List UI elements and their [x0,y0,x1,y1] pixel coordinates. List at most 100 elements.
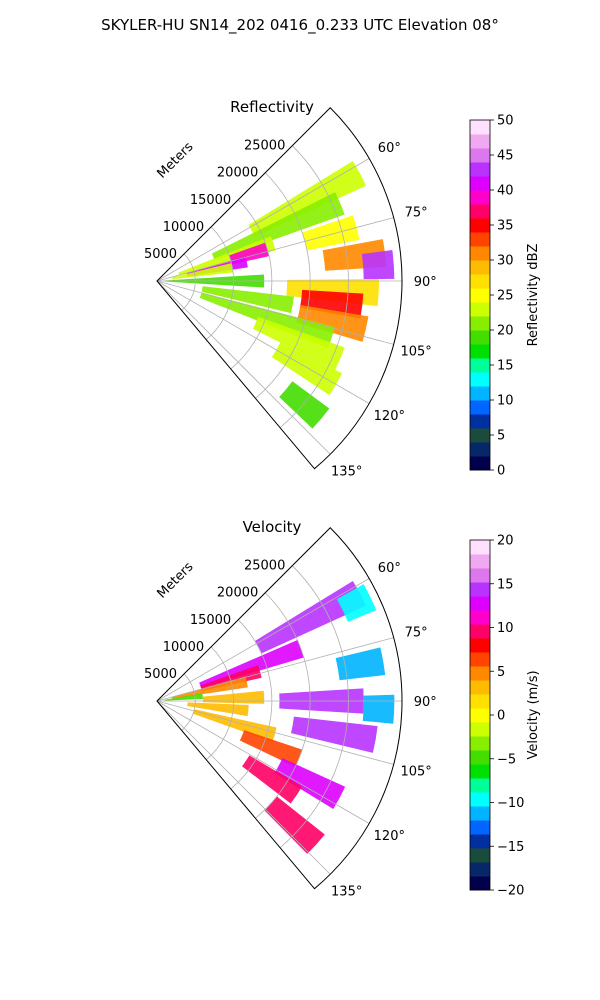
velocity-title: Velocity [243,518,302,536]
reflectivity-colorbar-label: Reflectivity dBZ [526,244,541,347]
echo-cell [164,693,203,701]
colorbar-step [470,624,490,639]
colorbar-tick-label: 15 [497,577,514,592]
echo-cell [361,250,395,280]
echo-cell [211,192,345,261]
range-ring [181,673,196,731]
colorbar-step [470,694,490,709]
sector-outline [156,107,403,470]
azimuth-gridline [156,700,394,765]
colorbar-step [470,540,490,555]
colorbar-step [470,400,490,415]
colorbar-step [470,596,490,611]
range-tick-label: 25000 [244,559,285,574]
colorbar-step [470,316,490,331]
colorbar-step [470,806,490,821]
azimuth-tick-label: 135° [331,885,362,900]
range-tick-label: 20000 [217,166,258,181]
echo-cell [335,647,386,681]
range-tick-label: 5000 [144,667,177,682]
colorbar-step [470,414,490,429]
colorbar-step [470,848,490,863]
range-ring [205,226,234,340]
echo-cell [274,758,346,810]
echo-cell [242,755,303,804]
azimuth-tick-label: 120° [374,409,405,424]
colorbar-step [470,862,490,877]
colorbar-step [470,652,490,667]
echo-cell [178,236,276,276]
colorbar-step [470,722,490,737]
echo-cell [336,584,377,622]
colorbar-tick-label: 25 [497,289,514,304]
colorbar-step [470,750,490,765]
azimuth-gridline [156,578,370,702]
echo-cell [200,665,262,692]
echo-cell [252,316,345,370]
colorbar-step [470,204,490,219]
echo-cell [201,286,294,314]
colorbar-step [470,148,490,163]
reflectivity-echoes [164,160,395,429]
colorbar-step [470,330,490,345]
range-tick-label: 25000 [244,139,285,154]
colorbar-tick-label: −15 [497,840,524,855]
colorbar-step [470,274,490,289]
velocity-radial-label: Meters [155,559,197,601]
colorbar-tick-label: 20 [497,534,514,549]
colorbar-tick-label: −5 [497,752,516,767]
range-ring [205,646,234,760]
azimuth-tick-label: 90° [414,695,437,710]
azimuth-gridline [156,637,394,702]
reflectivity-colorbar: 0 5 10 15 20 25 30 35 40 45 50 [469,114,514,479]
colorbar-step [470,582,490,597]
echo-cell [199,639,304,688]
sector-outline [156,527,403,890]
azimuth-tick-label: 90° [414,275,437,290]
range-ring [230,199,273,370]
colorbar-step [470,610,490,625]
azimuth-tick-label: 135° [331,465,362,480]
colorbar-step [470,554,490,569]
echo-cell [271,342,342,396]
colorbar-step [470,190,490,205]
colorbar-step [470,344,490,359]
colorbar-step [470,456,490,471]
echo-cell [248,160,367,237]
echo-cell [362,694,395,724]
colorbar-step [470,246,490,261]
colorbar-tick-label: −20 [497,884,524,899]
colorbar-step [470,288,490,303]
colorbar-step [470,218,490,233]
azimuth-gridline [156,280,394,345]
range-ring [230,619,273,790]
colorbar-step [470,876,490,891]
azimuth-tick-label: 75° [405,206,428,221]
velocity-grid: 5000 10000 15000 20000 25000 60° 75° 90° 105° 120… [144,527,437,900]
colorbar-step [470,372,490,387]
colorbar-tick-label: 20 [497,324,514,339]
colorbar-tick-label: 0 [497,709,505,724]
echo-cell [171,263,234,280]
velocity-colorbar-label: Velocity (m/s) [526,670,541,759]
range-ring [279,145,349,428]
range-tick-label: 15000 [190,613,231,628]
azimuth-tick-label: 120° [374,829,405,844]
echo-cell [193,709,277,742]
reflectivity-title: Reflectivity [230,98,314,116]
range-ring [255,172,311,399]
colorbar-step [470,134,490,149]
azimuth-tick-label: 105° [400,344,431,359]
range-tick-label: 15000 [190,193,231,208]
echo-cell [264,796,325,854]
colorbar-step [470,260,490,275]
colorbar-step [470,162,490,177]
colorbar-step [470,736,490,751]
colorbar-tick-label: 15 [497,359,514,374]
colorbar-tick-label: −10 [497,796,524,811]
colorbar-step [470,680,490,695]
colorbar-step [470,778,490,793]
colorbar-tick-label: 30 [497,254,514,269]
colorbar-step [470,666,490,681]
